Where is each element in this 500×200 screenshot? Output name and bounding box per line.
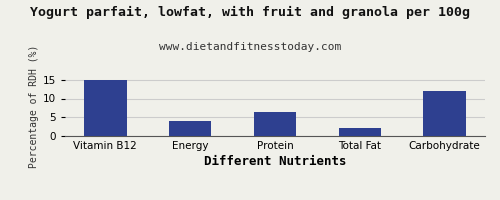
- X-axis label: Different Nutrients: Different Nutrients: [204, 155, 346, 168]
- Text: Yogurt parfait, lowfat, with fruit and granola per 100g: Yogurt parfait, lowfat, with fruit and g…: [30, 6, 470, 19]
- Bar: [338, 128, 381, 136]
- Bar: [254, 112, 296, 136]
- Y-axis label: Percentage of RDH (%): Percentage of RDH (%): [28, 44, 38, 168]
- Bar: [424, 91, 466, 136]
- Bar: [169, 121, 212, 136]
- Bar: [84, 80, 126, 136]
- Text: www.dietandfitnesstoday.com: www.dietandfitnesstoday.com: [159, 42, 341, 52]
